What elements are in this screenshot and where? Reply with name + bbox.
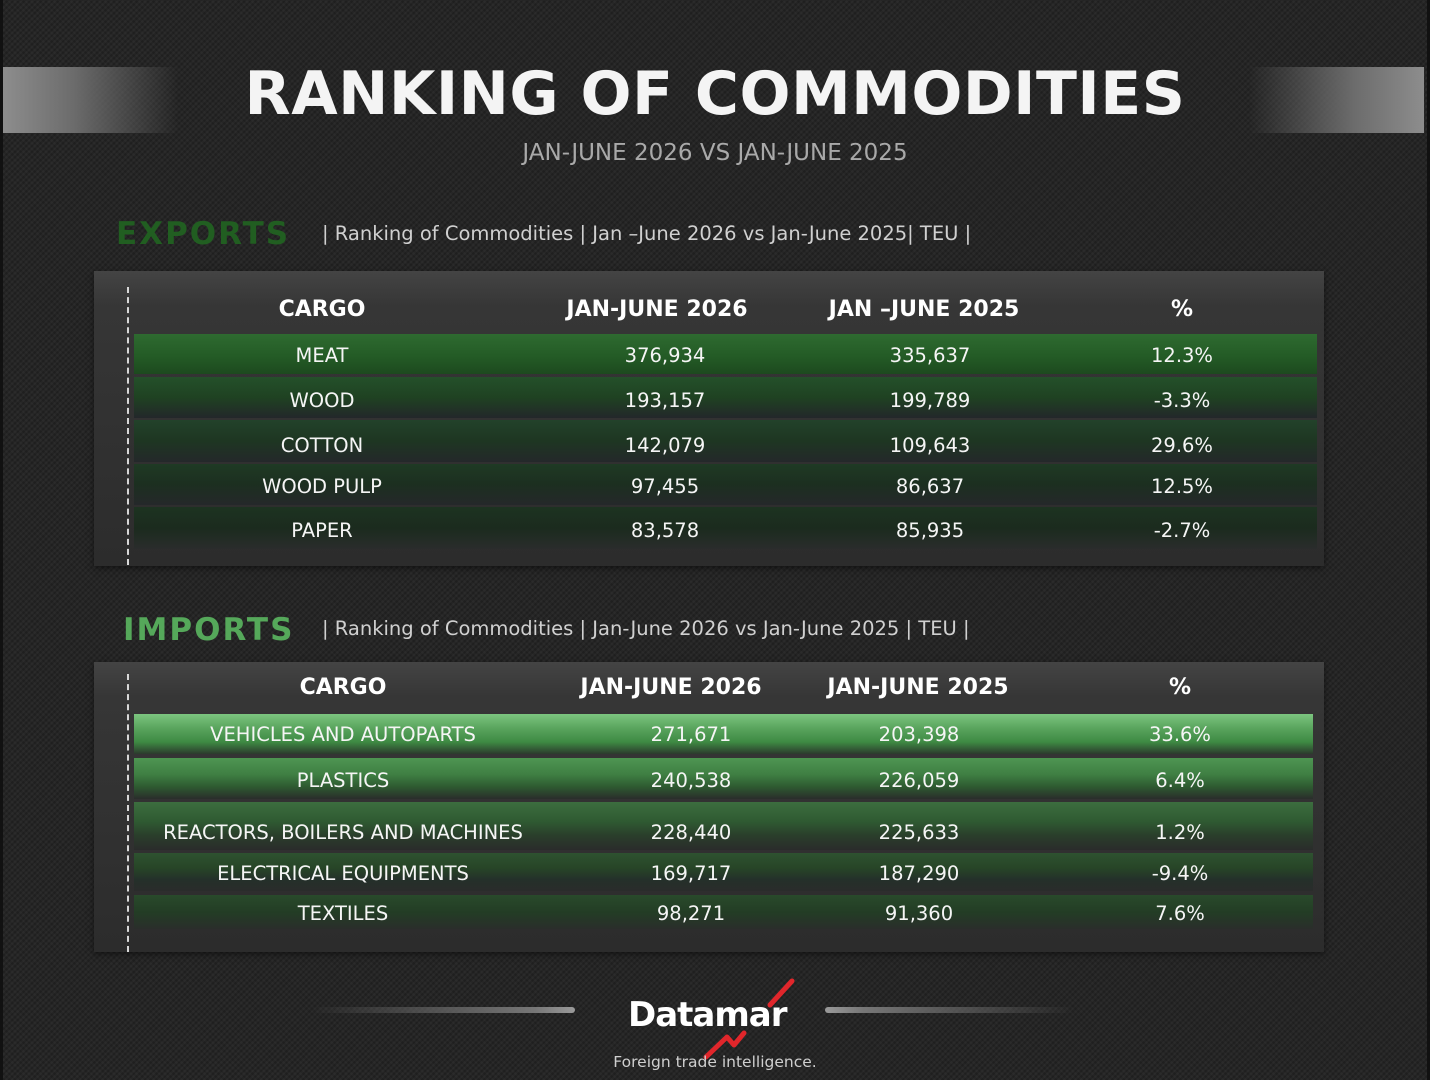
exports-cell-cargo: PAPER: [291, 519, 353, 542]
exports-description: | Ranking of Commodities | Jan –June 202…: [322, 222, 972, 245]
imports-cell-cargo: REACTORS, BOILERS AND MACHINES: [163, 821, 523, 844]
exports-cell-cargo: WOOD: [289, 389, 355, 412]
exports-cell-2026: 97,455: [630, 475, 700, 498]
datamar-logo: Datamar: [610, 975, 810, 1065]
exports-cell-2025: 109,643: [889, 434, 971, 457]
imports-label: IMPORTS: [123, 612, 295, 648]
footer-line-left: [310, 1007, 575, 1013]
imports-table-row: [134, 895, 1313, 929]
imports-cell-2025: 91,360: [884, 902, 954, 925]
imports-cell-pct: 1.2%: [1155, 821, 1205, 844]
exports-table-row: [134, 464, 1317, 505]
exports-cell-2025: 199,789: [889, 389, 971, 412]
footer-line-right: [825, 1007, 1075, 1013]
exports-cell-2025: 335,637: [889, 344, 971, 367]
exports-cell-pct: 12.5%: [1151, 475, 1213, 498]
exports-table-row: [134, 507, 1317, 549]
imports-cell-2025: 226,059: [878, 769, 960, 792]
exports-cell-2025: 86,637: [895, 475, 965, 498]
imports-table-row: [134, 758, 1313, 799]
exports-cell-cargo: COTTON: [280, 434, 364, 457]
imports-cell-2025: 187,290: [878, 862, 960, 885]
imports-cell-2026: 228,440: [650, 821, 732, 844]
exports-cell-cargo: MEAT: [295, 344, 349, 367]
exports-label: EXPORTS: [116, 216, 291, 252]
exports-cell-pct: -3.3%: [1153, 389, 1211, 412]
left-edge: [0, 0, 3, 1080]
exports-header-pct: %: [1170, 297, 1194, 322]
page-title: RANKING OF COMMODITIES: [244, 59, 1186, 129]
exports-cell-pct: -2.7%: [1153, 519, 1211, 542]
imports-header-cargo: CARGO: [299, 675, 387, 700]
imports-cell-cargo: TEXTILES: [297, 902, 389, 925]
imports-table-row: [134, 714, 1313, 754]
page-subtitle: JAN-JUNE 2026 VS JAN-JUNE 2025: [522, 140, 908, 166]
imports-dash-line: [127, 674, 129, 952]
imports-cell-pct: 7.6%: [1155, 902, 1205, 925]
exports-cell-2025: 85,935: [895, 519, 965, 542]
exports-cell-2026: 142,079: [624, 434, 706, 457]
imports-cell-2026: 240,538: [650, 769, 732, 792]
exports-cell-2026: 376,934: [624, 344, 706, 367]
logo-text: Datamar: [628, 995, 788, 1035]
imports-cell-pct: 33.6%: [1149, 723, 1211, 746]
logo-swoosh-icon: [703, 978, 795, 1060]
right-edge: [1427, 0, 1430, 1080]
imports-cell-2025: 203,398: [878, 723, 960, 746]
imports-header-2025: JAN-JUNE 2025: [827, 675, 1009, 700]
imports-cell-2025: 225,633: [878, 821, 960, 844]
imports-description: | Ranking of Commodities | Jan-June 2026…: [322, 617, 970, 640]
exports-cell-2026: 193,157: [624, 389, 706, 412]
imports-table-row: [134, 802, 1313, 850]
exports-header-cargo: CARGO: [278, 297, 366, 322]
imports-table: CARGO JAN-JUNE 2026 JAN-JUNE 2025% VEHICLES…: [94, 662, 1324, 952]
imports-cell-pct: -9.4%: [1151, 862, 1209, 885]
exports-table-row: [134, 420, 1317, 462]
imports-header-2026: JAN-JUNE 2026: [580, 675, 762, 700]
exports-cell-2026: 83,578: [630, 519, 700, 542]
exports-table-row: [134, 334, 1317, 374]
imports-cell-cargo: PLASTICS: [296, 769, 390, 792]
tagline: Foreign trade intelligence.: [613, 1053, 817, 1071]
imports-cell-2026: 98,271: [656, 902, 726, 925]
exports-cell-cargo: WOOD PULP: [262, 475, 382, 498]
exports-dash-line: [127, 287, 129, 565]
title-band-left: [3, 67, 178, 133]
exports-table-row: [134, 377, 1317, 418]
imports-cell-2026: 169,717: [650, 862, 732, 885]
exports-table: CARGO JAN-JUNE 2026 JAN –JUNE 2025% MEAT 376…: [94, 271, 1324, 566]
imports-cell-cargo: ELECTRICAL EQUIPMENTS: [217, 862, 469, 885]
exports-header-2025: JAN –JUNE 2025: [828, 297, 1020, 322]
exports-header-2026: JAN-JUNE 2026: [566, 297, 748, 322]
imports-header-pct: %: [1168, 675, 1192, 700]
imports-cell-2026: 271,671: [650, 723, 732, 746]
title-band-right: [1249, 67, 1424, 133]
exports-cell-pct: 12.3%: [1151, 344, 1213, 367]
imports-table-row: [134, 853, 1313, 891]
exports-cell-pct: 29.6%: [1151, 434, 1213, 457]
imports-cell-pct: 6.4%: [1155, 769, 1205, 792]
imports-cell-cargo: VEHICLES AND AUTOPARTS: [210, 723, 476, 746]
